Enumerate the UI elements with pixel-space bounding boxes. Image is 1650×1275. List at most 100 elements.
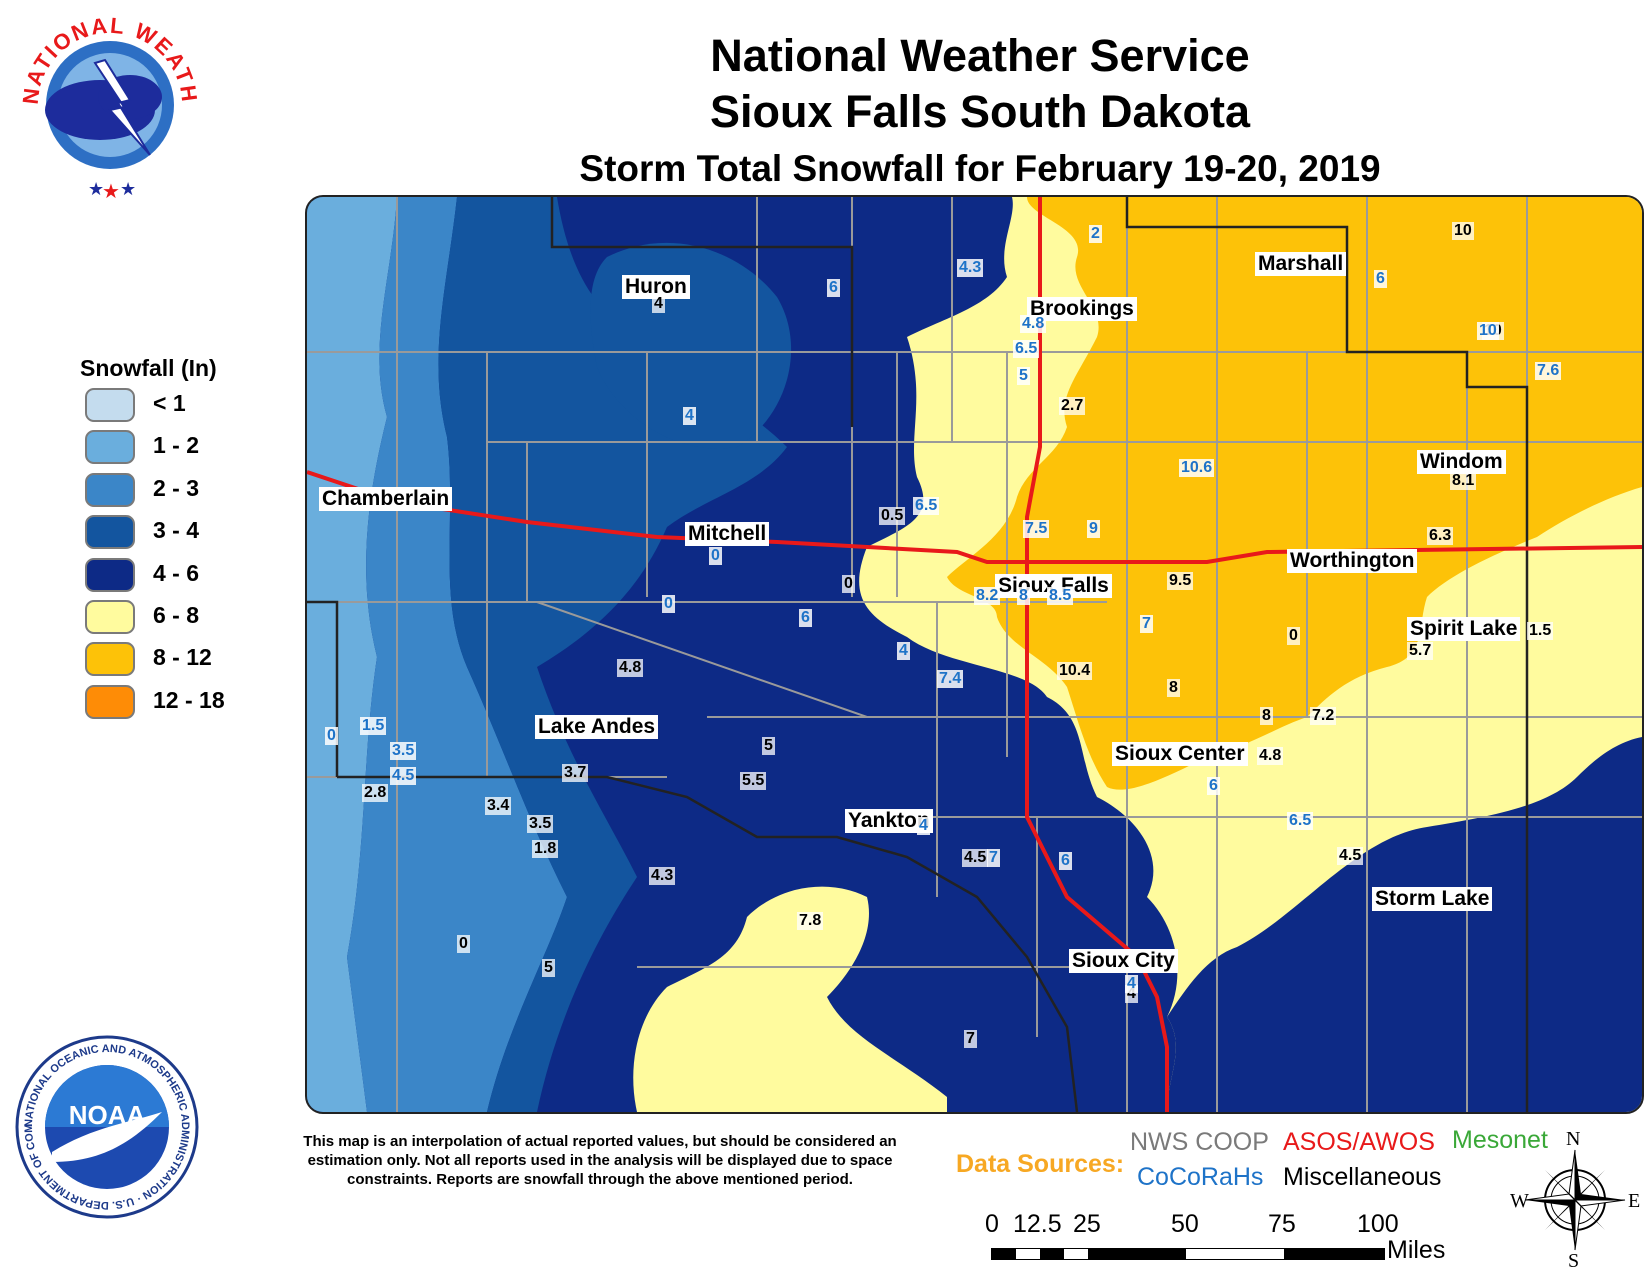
interstates bbox=[307, 197, 1642, 1112]
state-borders bbox=[307, 197, 1529, 1112]
report-value: 10.4 bbox=[1057, 662, 1093, 680]
report-value: 4.8 bbox=[617, 659, 644, 677]
report-value: 6.5 bbox=[913, 497, 940, 515]
report-value: 5.5 bbox=[740, 772, 767, 790]
city-label: Worthington bbox=[1287, 549, 1418, 573]
svg-text:★: ★ bbox=[120, 179, 136, 199]
city-label: Windom bbox=[1417, 450, 1506, 474]
noaa-logo-text: NOAA bbox=[69, 1100, 146, 1130]
nws-logo: NATIONAL WEATHER SERVICE ★ ★ ★ bbox=[1, 0, 210, 205]
source-cocorahs: CoCoRaHs bbox=[1137, 1163, 1264, 1191]
report-value: 0 bbox=[457, 935, 470, 953]
compass-rose: N S W E bbox=[1510, 1128, 1641, 1272]
legend-item: 3 - 4 bbox=[85, 515, 285, 551]
legend-label: 4 - 6 bbox=[153, 560, 200, 586]
report-value: 7.4 bbox=[937, 670, 964, 688]
report-value: 0 bbox=[842, 575, 855, 593]
compass-s: S bbox=[1568, 1250, 1580, 1272]
legend-label: 1 - 2 bbox=[153, 432, 200, 458]
snowfall-map: Huron Brookings Marshall Chamberlain Mitchel… bbox=[305, 195, 1644, 1114]
report-value: 7 bbox=[987, 849, 1000, 867]
zone-4-6-se bbox=[1167, 737, 1642, 1112]
report-value: 6 bbox=[1059, 852, 1072, 870]
report-value: 4.5 bbox=[1337, 847, 1364, 865]
report-value: 0 bbox=[1287, 627, 1300, 645]
compass-w: W bbox=[1510, 1190, 1529, 1212]
report-value: 10 bbox=[1452, 222, 1474, 240]
report-value: 4.5 bbox=[390, 767, 417, 785]
map-canvas bbox=[307, 197, 1642, 1112]
noaa-logo: NOAA NATIONAL OCEANIC AND ATMOSPHERIC AD… bbox=[7, 1023, 202, 1222]
report-value: 10 bbox=[1477, 322, 1499, 340]
zone-1-2 bbox=[307, 197, 397, 1112]
report-value: 4 bbox=[652, 295, 665, 313]
city-label: Sioux Center bbox=[1112, 742, 1248, 766]
zone-8-12 bbox=[947, 197, 1642, 790]
legend-label: 12 - 18 bbox=[153, 687, 225, 713]
report-value: 6.5 bbox=[1287, 812, 1314, 830]
scale-tick-2: 25 bbox=[1073, 1210, 1101, 1238]
report-value: 3.5 bbox=[390, 742, 417, 760]
legend-label: 3 - 4 bbox=[153, 517, 200, 543]
legend-swatch bbox=[85, 388, 135, 422]
data-sources-label: Data Sources: bbox=[956, 1150, 1125, 1178]
compass-e: E bbox=[1628, 1190, 1641, 1212]
source-miscellaneous: Miscellaneous bbox=[1283, 1163, 1442, 1191]
legend-item: 4 - 6 bbox=[85, 558, 285, 594]
report-value: 6 bbox=[799, 609, 812, 627]
report-value: 5.7 bbox=[1407, 642, 1434, 660]
report-value: 0 bbox=[709, 547, 722, 565]
compass-n: N bbox=[1566, 1128, 1581, 1150]
report-value: 7.6 bbox=[1535, 362, 1562, 380]
city-label: Mitchell bbox=[685, 522, 770, 546]
source-asos-awos: ASOS/AWOS bbox=[1283, 1128, 1435, 1156]
report-value: 10.6 bbox=[1179, 459, 1215, 477]
report-value: 6 bbox=[827, 279, 840, 297]
report-value: 4.3 bbox=[649, 867, 676, 885]
report-value: 4 bbox=[683, 407, 696, 425]
scale-unit: Miles bbox=[1387, 1236, 1446, 1264]
report-value: 1.8 bbox=[532, 840, 559, 858]
source-mesonet: Mesonet bbox=[1452, 1126, 1548, 1154]
legend-item: < 1 bbox=[85, 388, 285, 424]
report-value: 4 bbox=[897, 642, 910, 660]
report-value: 3.5 bbox=[527, 815, 554, 833]
report-value: 0.5 bbox=[879, 507, 906, 525]
city-label: Spirit Lake bbox=[1407, 617, 1521, 641]
report-value: 0 bbox=[325, 727, 338, 745]
report-value: 7 bbox=[964, 1030, 977, 1048]
report-value: 7 bbox=[1140, 615, 1153, 633]
report-value: 2 bbox=[1089, 225, 1102, 243]
report-value: 8 bbox=[1260, 707, 1273, 725]
legend-label: 2 - 3 bbox=[153, 475, 200, 501]
report-value: 0 bbox=[662, 595, 675, 613]
legend-title: Snowfall (In) bbox=[80, 355, 217, 381]
compass-rose-icon bbox=[1524, 1149, 1626, 1251]
report-value: 6.3 bbox=[1427, 527, 1454, 545]
report-value: 8.1 bbox=[1450, 472, 1477, 490]
legend-swatch bbox=[85, 600, 135, 634]
zone-6-8-south bbox=[633, 886, 947, 1112]
report-value: 4.3 bbox=[957, 259, 984, 277]
scale-tick-3: 50 bbox=[1171, 1210, 1199, 1238]
report-value: 4.5 bbox=[962, 849, 989, 867]
report-value: 4.8 bbox=[1020, 315, 1047, 333]
legend-label: < 1 bbox=[153, 390, 186, 416]
report-value: 4 bbox=[1125, 975, 1138, 993]
svg-text:★: ★ bbox=[88, 179, 104, 199]
city-label: Lake Andes bbox=[535, 715, 659, 739]
legend-swatch bbox=[85, 642, 135, 676]
source-nws-coop: NWS COOP bbox=[1130, 1128, 1269, 1156]
report-value: 8.2 bbox=[974, 587, 1001, 605]
title-line-2: Sioux Falls South Dakota bbox=[709, 86, 1251, 137]
legend-item: 6 - 8 bbox=[85, 600, 285, 636]
report-value: 7.5 bbox=[1023, 520, 1050, 538]
report-value: 6 bbox=[1207, 777, 1220, 795]
scale-tick-4: 75 bbox=[1268, 1210, 1296, 1238]
city-label: Marshall bbox=[1255, 252, 1347, 276]
report-value: 9.5 bbox=[1167, 572, 1194, 590]
scale-tick-1: 12.5 bbox=[1013, 1210, 1062, 1238]
noaa-logo-icon: NOAA NATIONAL OCEANIC AND ATMOSPHERIC AD… bbox=[7, 1023, 199, 1219]
title-line-3: Storm Total Snowfall for February 19-20,… bbox=[579, 148, 1381, 189]
legend-item: 8 - 12 bbox=[85, 642, 285, 678]
